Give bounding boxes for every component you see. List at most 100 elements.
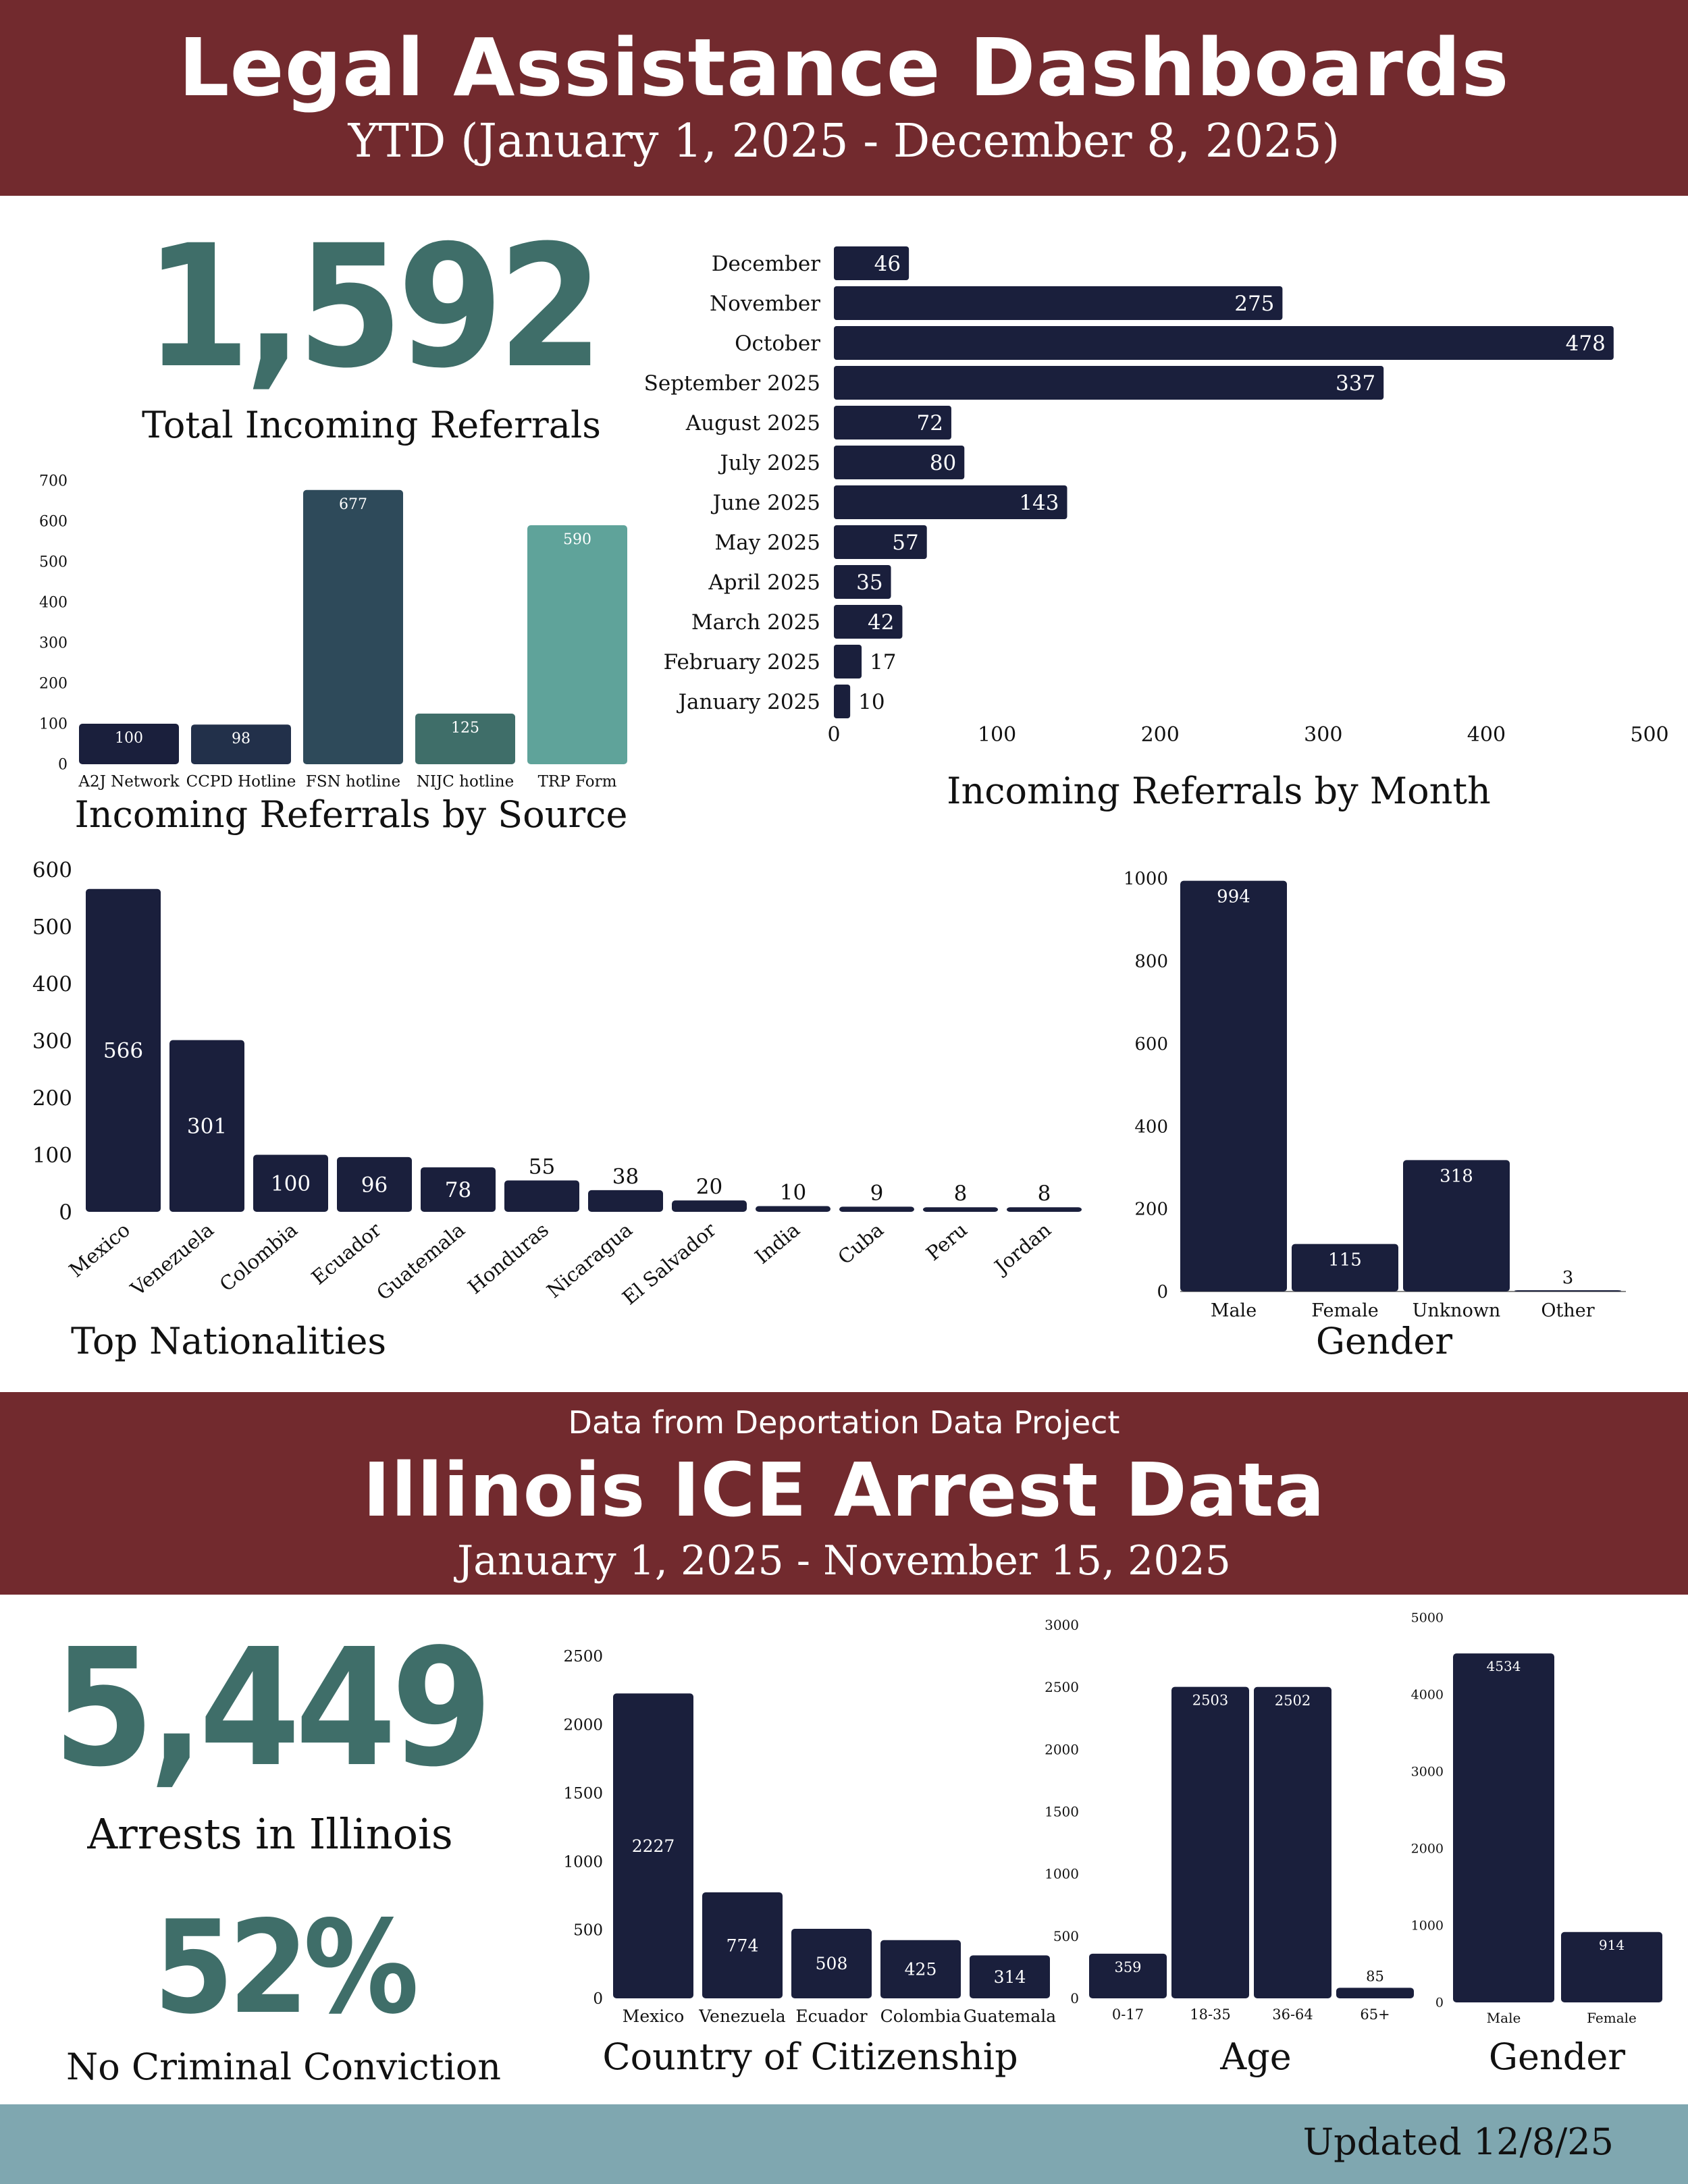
date-range-subtitle: YTD (January 1, 2025 - December 8, 2025) — [348, 115, 1340, 168]
citizenship-ytick-2500: 2500 — [563, 1648, 603, 1666]
age-category-36-64: 36-64 — [1272, 2006, 1313, 2023]
nationalities-bar-colombia — [253, 1154, 328, 1212]
gender-referrals-ytick-200: 200 — [1134, 1200, 1168, 1220]
citizenship-category-colombia: Colombia — [880, 2006, 961, 2026]
citizenship-ytick-0: 0 — [593, 1990, 603, 2008]
gender-arrests-ytick-3000: 3000 — [1411, 1765, 1444, 1780]
nationalities-bar-peru — [923, 1207, 998, 1212]
footer-bar: Updated 12/8/25 — [0, 2104, 1688, 2184]
by-month-bar-april-2025 — [834, 565, 891, 599]
header-banner: Legal Assistance Dashboards YTD (January… — [0, 0, 1688, 196]
nationalities-ytick-0: 0 — [59, 1200, 72, 1225]
nationalities-ytick-300: 300 — [32, 1029, 72, 1053]
by-source-ytick-600: 600 — [39, 514, 68, 531]
nationalities-bar-honduras — [504, 1180, 579, 1212]
chart-title-gender-arrests: Gender — [1488, 2035, 1626, 2078]
nationalities-ytick-600: 600 — [32, 858, 72, 882]
data-source-note: Data from Deportation Data Project — [568, 1404, 1120, 1441]
by-month-bar-november — [834, 286, 1283, 320]
nationalities-bar-guatemala — [421, 1167, 496, 1212]
gender-referrals-ytick-1000: 1000 — [1124, 869, 1168, 889]
page-title: Legal Assistance Dashboards — [178, 21, 1510, 114]
by-month-category-march-2025: March 2025 — [691, 610, 820, 635]
nationalities-category-colombia: Colombia — [215, 1218, 302, 1296]
by-month-category-august-2025: August 2025 — [685, 411, 820, 435]
age-ytick-500: 500 — [1053, 1928, 1079, 1944]
nationalities-value-india: 10 — [780, 1181, 806, 1205]
nationalities-category-jordan: Jordan — [988, 1218, 1055, 1279]
ice-section-title: Illinois ICE Arrest Data — [363, 1447, 1325, 1533]
age-value-65-: 85 — [1366, 1968, 1384, 1984]
by-month-xtick-300: 300 — [1304, 723, 1342, 747]
citizenship-ytick-2000: 2000 — [563, 1716, 603, 1734]
by-month-xtick-400: 400 — [1467, 723, 1506, 747]
gender-referrals-value-male: 994 — [1217, 887, 1250, 907]
nationalities-value-mexico: 566 — [103, 1039, 143, 1063]
by-month-bar-december — [834, 246, 909, 280]
gender-arrests-ytick-5000: 5000 — [1411, 1611, 1444, 1626]
total-referrals-label: Total Incoming Referrals — [142, 404, 601, 446]
age-bar-0-17 — [1089, 1953, 1167, 1998]
total-referrals-value: 1,592 — [144, 209, 603, 405]
by-month-bar-january-2025 — [834, 685, 851, 718]
nationalities-category-india: India — [750, 1218, 804, 1268]
by-source-bar-nijc-hotline — [415, 714, 515, 764]
age-bar-65- — [1336, 1988, 1414, 1998]
by-month-xtick-500: 500 — [1630, 723, 1668, 747]
by-month-value-december: 46 — [874, 252, 901, 276]
by-month-bar-june-2025 — [834, 485, 1067, 519]
nationalities-ytick-500: 500 — [32, 915, 72, 939]
by-month-value-may-2025: 57 — [892, 531, 918, 555]
gender-arrests-category-female: Female — [1587, 2010, 1637, 2026]
arrests-label: Arrests in Illinois — [87, 1809, 453, 1859]
by-month-value-september-2025: 337 — [1336, 371, 1375, 396]
gender-arrests-value-female: 914 — [1599, 1937, 1625, 1953]
gender-referrals-ytick-400: 400 — [1134, 1117, 1168, 1137]
nationalities-value-jordan: 8 — [1038, 1181, 1051, 1206]
gender-referrals-bar-other — [1514, 1290, 1621, 1291]
citizenship-value-mexico: 2227 — [632, 1836, 675, 1856]
gender-referrals-bar-unknown — [1403, 1160, 1510, 1291]
nationalities-value-nicaragua: 38 — [612, 1165, 639, 1189]
citizenship-ytick-500: 500 — [573, 1922, 603, 1940]
age-ytick-0: 0 — [1070, 1990, 1079, 2006]
gender-referrals-value-female: 115 — [1328, 1250, 1362, 1271]
by-month-category-november: November — [710, 292, 820, 316]
by-month-value-august-2025: 72 — [916, 411, 943, 435]
by-month-category-october: October — [735, 331, 820, 356]
by-month-value-january-2025: 10 — [858, 690, 885, 714]
nationalities-ytick-100: 100 — [32, 1143, 72, 1167]
nationalities-value-colombia: 100 — [271, 1172, 311, 1196]
citizenship-value-guatemala: 314 — [994, 1967, 1026, 1987]
by-month-bar-march-2025 — [834, 605, 903, 639]
by-source-ytick-200: 200 — [39, 676, 68, 693]
nationalities-bar-nicaragua — [588, 1190, 663, 1212]
by-source-category-fsn-hotline: FSN hotline — [306, 773, 400, 791]
nationalities-category-guatemala: Guatemala — [372, 1218, 469, 1304]
nationalities-category-honduras: Honduras — [463, 1218, 553, 1298]
nationalities-value-venezuela: 301 — [187, 1115, 227, 1139]
nationalities-bar-jordan — [1007, 1207, 1082, 1212]
by-month-category-december: December — [712, 252, 820, 276]
gender-arrests-ytick-2000: 2000 — [1411, 1842, 1444, 1857]
by-month-value-march-2025: 42 — [868, 610, 894, 635]
gender-referrals-bar-male — [1180, 880, 1287, 1291]
gender-arrests-value-male: 4534 — [1487, 1658, 1521, 1674]
by-month-xtick-0: 0 — [827, 723, 840, 747]
by-source-value-nijc-hotline: 125 — [451, 720, 479, 737]
by-month-xtick-200: 200 — [1141, 723, 1180, 747]
gender-referrals-category-male: Male — [1211, 1300, 1257, 1321]
citizenship-value-ecuador: 508 — [816, 1954, 848, 1973]
by-source-bar-a2j-network — [79, 724, 179, 764]
by-source-value-ccpd-hotline: 98 — [232, 730, 250, 747]
chart-title-nationalities: Top Nationalities — [71, 1320, 387, 1362]
by-source-value-fsn-hotline: 677 — [339, 496, 367, 513]
citizenship-category-mexico: Mexico — [623, 2006, 685, 2026]
gender-arrests-category-male: Male — [1487, 2010, 1521, 2026]
nationalities-value-peru: 8 — [954, 1181, 968, 1206]
citizenship-category-guatemala: Guatemala — [964, 2006, 1056, 2026]
age-category-0-17: 0-17 — [1112, 2006, 1144, 2023]
by-month-xtick-100: 100 — [978, 723, 1016, 747]
nationalities-bar-el-salvador — [672, 1200, 747, 1212]
